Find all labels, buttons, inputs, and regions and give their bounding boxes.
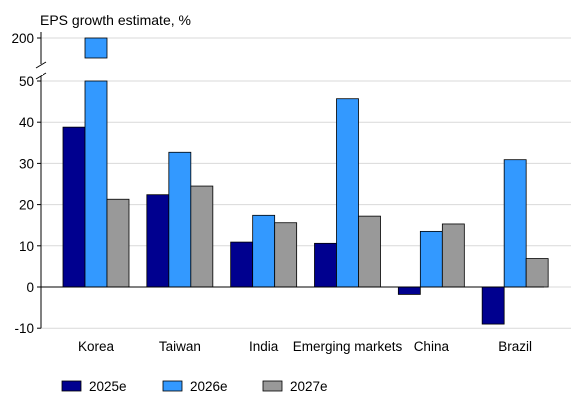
legend-swatch xyxy=(163,381,182,391)
chart-title: EPS growth estimate, % xyxy=(40,12,191,28)
x-tick-label: India xyxy=(249,339,279,354)
y-tick-label: 30 xyxy=(19,156,34,171)
bar-upper-segment xyxy=(85,38,107,58)
bar xyxy=(63,127,85,287)
legend-swatch xyxy=(62,381,81,391)
bar xyxy=(107,199,129,287)
bar xyxy=(315,243,337,287)
y-tick-label: -10 xyxy=(14,321,34,336)
bar xyxy=(253,215,275,287)
bar xyxy=(504,160,526,287)
bar xyxy=(482,287,504,324)
y-tick-label: 10 xyxy=(19,239,34,254)
x-tick-label: Korea xyxy=(78,339,115,354)
legend: 2025e 2026e 2027e xyxy=(62,379,328,394)
legend-label: 2025e xyxy=(89,379,127,394)
x-axis-labels: Korea Taiwan India Emerging markets China Bra… xyxy=(78,339,532,354)
y-tick-label-upper: 200 xyxy=(11,31,34,46)
bar xyxy=(526,259,548,287)
bar xyxy=(359,216,381,287)
bar xyxy=(147,195,169,287)
y-tick-label: 40 xyxy=(19,115,34,130)
x-tick-label: Taiwan xyxy=(159,339,201,354)
bar xyxy=(420,231,442,287)
x-tick-label: China xyxy=(414,339,450,354)
legend-swatch xyxy=(263,381,282,391)
bar xyxy=(275,223,297,287)
bar xyxy=(85,81,107,287)
axis-break-gap xyxy=(39,67,43,75)
y-tick-label: 50 xyxy=(19,74,34,89)
bar xyxy=(169,152,191,287)
y-tick-label: 20 xyxy=(19,198,34,213)
bar xyxy=(231,242,253,287)
bar xyxy=(442,224,464,287)
x-tick-label: Emerging markets xyxy=(293,339,403,354)
bar xyxy=(337,99,359,287)
bar xyxy=(191,186,213,287)
x-tick-label: Brazil xyxy=(498,339,532,354)
legend-label: 2026e xyxy=(190,379,228,394)
legend-label: 2027e xyxy=(290,379,328,394)
bar xyxy=(398,287,420,294)
y-tick-label: 0 xyxy=(26,280,34,295)
